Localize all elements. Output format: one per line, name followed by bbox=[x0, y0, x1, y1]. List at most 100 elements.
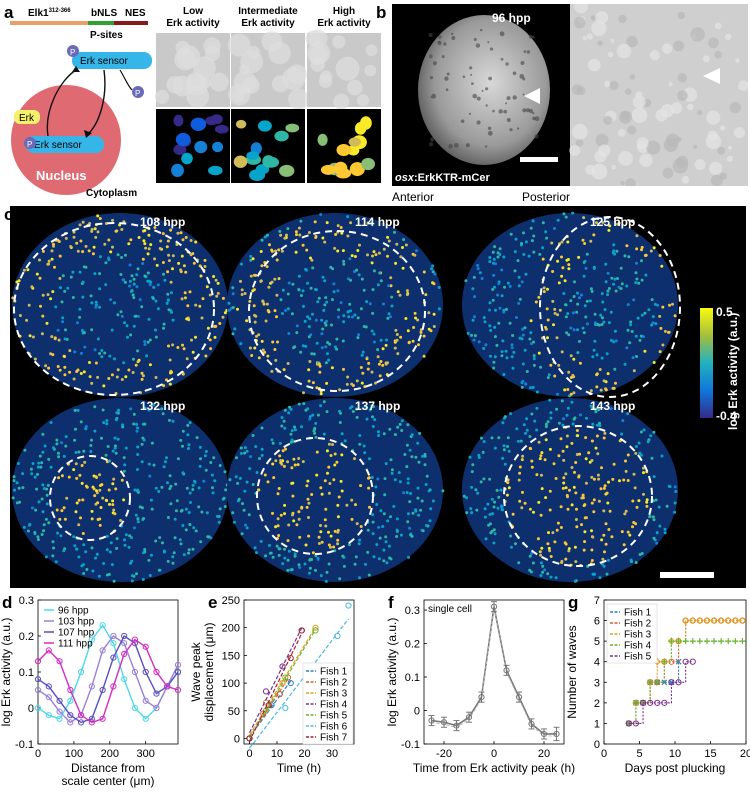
cell-dot bbox=[299, 219, 303, 223]
cell-dot bbox=[353, 457, 356, 461]
cell-dot bbox=[342, 367, 345, 371]
cell-dot bbox=[612, 282, 616, 286]
cell-dot bbox=[493, 532, 497, 536]
cell-dot bbox=[618, 479, 621, 483]
cell-dot bbox=[76, 249, 80, 253]
cell-dot bbox=[602, 564, 606, 568]
cell-dot bbox=[121, 278, 125, 282]
cell-dot bbox=[553, 227, 556, 230]
cell-dot bbox=[598, 424, 602, 428]
cell-dot bbox=[614, 339, 618, 343]
cell-dot bbox=[313, 431, 317, 435]
cell-dot bbox=[360, 381, 364, 385]
scale-speckle bbox=[526, 50, 531, 54]
cell-dot bbox=[370, 370, 374, 374]
cell-dot bbox=[282, 368, 286, 372]
cell-dot bbox=[211, 486, 214, 490]
cell-dot bbox=[643, 254, 647, 257]
cell-dot bbox=[584, 481, 588, 485]
cell-dot bbox=[69, 245, 73, 248]
cell-dot bbox=[152, 285, 156, 289]
cell-dot bbox=[573, 280, 576, 284]
cell-dot bbox=[284, 309, 288, 312]
grayscale-cell bbox=[365, 44, 378, 57]
cell-dot bbox=[174, 482, 178, 486]
cell-dot bbox=[44, 364, 48, 368]
cell-dot bbox=[173, 536, 177, 540]
cell-dot bbox=[41, 450, 45, 454]
data-point bbox=[625, 720, 632, 727]
zoom-speckle bbox=[694, 159, 706, 171]
cell-dot bbox=[372, 555, 376, 559]
grayscale-cell bbox=[347, 79, 363, 96]
cell-dot bbox=[323, 303, 327, 307]
data-point bbox=[647, 699, 654, 706]
cell-dot bbox=[248, 467, 252, 471]
cell-dot bbox=[366, 550, 370, 554]
erk-sensor-top-label: Erk sensor bbox=[80, 56, 128, 67]
cell-dot bbox=[650, 323, 654, 327]
cell-dot bbox=[298, 566, 302, 569]
cell-dot bbox=[167, 344, 170, 348]
segmented-nucleus bbox=[194, 140, 208, 154]
cell-dot bbox=[251, 257, 255, 261]
cell-dot bbox=[415, 249, 418, 253]
cell-dot bbox=[194, 240, 198, 244]
cell-dot bbox=[389, 515, 392, 519]
header-high-2: Erk activity bbox=[317, 18, 371, 29]
zoom-speckle bbox=[588, 58, 601, 72]
cell-dot bbox=[155, 263, 159, 267]
cell-dot bbox=[612, 243, 616, 247]
cell-dot bbox=[168, 487, 172, 491]
cell-dot bbox=[92, 487, 96, 491]
cell-dot bbox=[395, 333, 399, 336]
cell-dot bbox=[255, 334, 258, 338]
cell-dot bbox=[663, 531, 667, 535]
cell-dot bbox=[593, 407, 597, 411]
cell-dot bbox=[333, 246, 337, 250]
data-point bbox=[121, 650, 128, 658]
cell-dot bbox=[608, 224, 612, 228]
cell-dot bbox=[359, 525, 363, 528]
cell-dot bbox=[180, 297, 184, 301]
cell-dot bbox=[294, 230, 298, 234]
cell-dot bbox=[190, 338, 193, 342]
cell-dot bbox=[560, 559, 564, 563]
cell-dot bbox=[36, 472, 39, 476]
cell-dot bbox=[323, 518, 327, 522]
x-tick-label: 20 bbox=[538, 748, 550, 760]
cell-dot bbox=[524, 431, 527, 435]
cell-dot bbox=[147, 408, 151, 412]
cell-dot bbox=[571, 311, 575, 315]
cell-dot bbox=[658, 254, 662, 257]
cell-dot bbox=[311, 381, 315, 385]
cell-dot bbox=[389, 458, 393, 462]
scale-speckle bbox=[448, 144, 453, 149]
cell-dot bbox=[635, 505, 639, 509]
cell-dot bbox=[281, 288, 285, 292]
p-badge-top bbox=[67, 45, 79, 57]
cell-dot bbox=[564, 486, 568, 490]
cell-dot bbox=[251, 434, 255, 437]
cell-dot bbox=[218, 322, 222, 325]
cell-dot bbox=[30, 506, 34, 510]
cell-dot bbox=[111, 245, 114, 249]
cell-dot bbox=[206, 535, 210, 539]
scale-speckle bbox=[532, 116, 536, 121]
cell-dot bbox=[274, 358, 278, 362]
cell-dot bbox=[80, 329, 84, 332]
cell-dot bbox=[604, 388, 608, 392]
cell-dot bbox=[58, 277, 62, 280]
cell-dot bbox=[386, 235, 390, 239]
data-point bbox=[34, 658, 42, 665]
scale-speckle bbox=[519, 74, 525, 79]
cell-dot bbox=[505, 356, 509, 360]
cell-dot bbox=[119, 310, 123, 314]
cell-dot bbox=[532, 340, 535, 344]
cell-dot bbox=[470, 333, 473, 337]
cell-dot bbox=[635, 234, 639, 238]
cell-dot bbox=[367, 486, 371, 490]
cell-dot bbox=[115, 546, 119, 550]
cell-dot bbox=[340, 432, 344, 436]
cell-dot bbox=[371, 520, 375, 524]
